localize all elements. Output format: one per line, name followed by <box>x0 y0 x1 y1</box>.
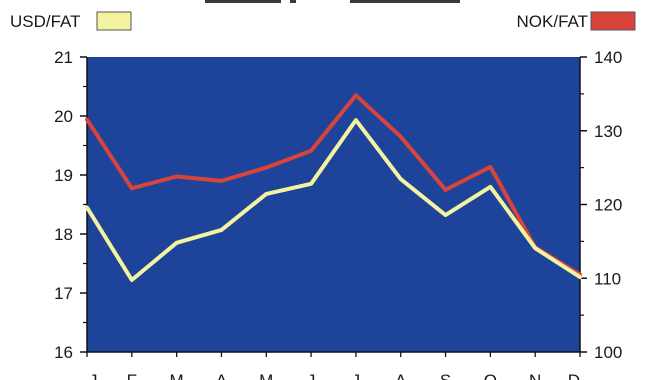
x-tick-label: M <box>259 371 273 380</box>
legend-swatch-usd <box>96 11 132 31</box>
legend-label-right: NOK/FAT <box>517 12 588 31</box>
x-tick-label: M <box>170 371 184 380</box>
left-axis-ticks: 16 17 18 19 20 21 <box>54 48 87 362</box>
x-axis-ticks: JFMAMJJASOND <box>86 352 581 380</box>
x-tick-label: J <box>89 371 98 380</box>
usd-fat-line <box>85 118 582 282</box>
x-tick-label: F <box>127 371 137 380</box>
x-tick-label: O <box>484 371 497 380</box>
right-tick-label: 120 <box>594 196 622 215</box>
right-tick-label: 110 <box>594 269 621 288</box>
right-axis-ticks: 100 110 120 130 140 <box>580 48 622 362</box>
x-tick-label: J <box>352 371 361 380</box>
x-tick-label: A <box>216 371 228 380</box>
legend-label-left: USD/FAT <box>10 12 81 31</box>
legend: USD/FAT NOK/FAT <box>10 11 636 31</box>
plot-area <box>87 57 580 352</box>
left-tick-label: 20 <box>54 107 73 126</box>
x-tick-label: J <box>307 371 316 380</box>
left-tick-label: 18 <box>54 225 73 244</box>
right-tick-label: 100 <box>594 343 622 362</box>
x-tick-label: A <box>395 371 407 380</box>
left-tick-label: 17 <box>54 284 73 303</box>
x-tick-label: N <box>529 371 541 380</box>
right-tick-label: 140 <box>594 48 622 67</box>
clipped-title-remnant <box>205 0 460 3</box>
left-tick-label: 21 <box>54 48 73 67</box>
x-tick-label: D <box>568 371 580 380</box>
legend-swatch-nok <box>590 11 636 31</box>
left-tick-label: 19 <box>54 166 73 185</box>
right-tick-label: 130 <box>594 122 622 141</box>
nok-fat-line <box>85 93 582 277</box>
left-tick-label: 16 <box>54 343 73 362</box>
series-layer <box>85 93 582 282</box>
x-tick-label: S <box>440 371 451 380</box>
